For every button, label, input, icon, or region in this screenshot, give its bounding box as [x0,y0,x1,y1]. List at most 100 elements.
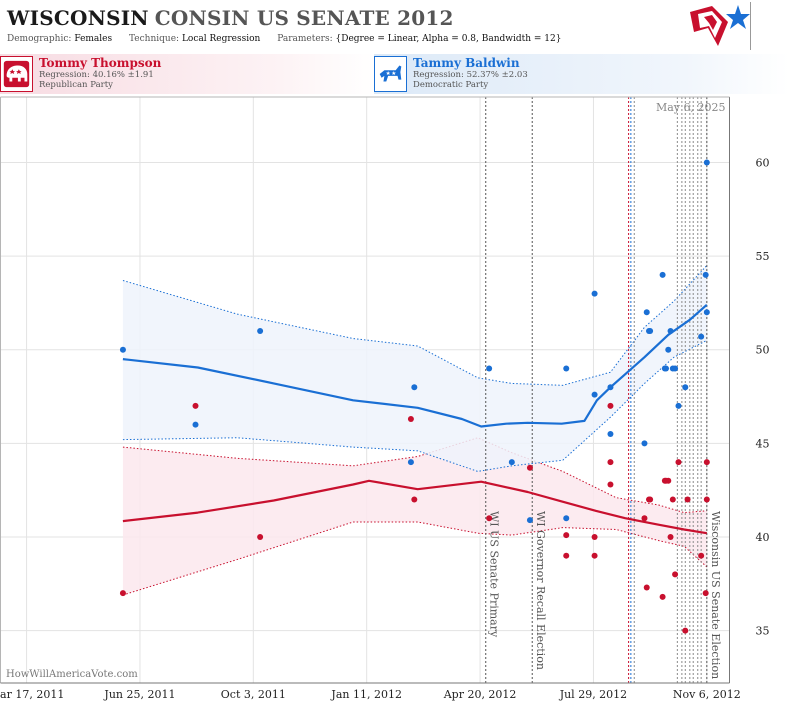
republican-regression: Regression: 40.16% ±1.91 [39,70,154,80]
poll-point [591,391,598,398]
poll-point [257,533,264,540]
x-tick-label: Jun 25, 2011 [103,688,175,701]
democrat-candidate-name: Tammy Baldwin [413,56,520,70]
poll-point [682,627,689,634]
y-tick-label: 60 [756,157,770,170]
regression-chart: WI US Senate Primary WI Governor Recall E… [0,96,770,701]
date-stamp: May 6, 2025 [656,101,726,114]
poll-point [703,309,710,316]
democrat-regression: Regression: 52.37% ±2.03 [413,70,528,80]
poll-point [407,459,414,466]
poll-point [659,271,666,278]
chart-parameters: Demographic: Females Technique: Local Re… [7,34,575,44]
poll-point [669,496,676,503]
poll-point [411,496,418,503]
poll-point [667,328,674,335]
y-tick-label: 50 [756,344,770,357]
poll-point [607,402,614,409]
poll-point [647,496,654,503]
poll-point [508,459,515,466]
poll-point [659,593,666,600]
poll-point [192,421,199,428]
poll-point [563,532,570,539]
poll-point [702,271,709,278]
poll-point [647,328,654,335]
poll-point [675,459,682,466]
poll-point [591,533,598,540]
donkey-icon [374,56,407,92]
poll-point [591,290,598,297]
chart-header: WISCONSIN CONSIN US SENATE 2012 Demograph… [0,0,789,52]
poll-point [526,517,533,524]
republican-candidate-panel: Tommy Thompson Regression: 40.16% ±1.91 … [0,54,374,94]
x-tick-label: Apr 20, 2012 [443,688,517,701]
poll-point [682,384,689,391]
poll-point [591,552,598,559]
event-label: WI US Senate Primary [488,511,501,638]
header-divider [750,2,751,50]
upper-bound-line [122,265,708,386]
y-tick-label: 55 [756,250,770,263]
poll-point [675,402,682,409]
poll-point [643,584,650,591]
x-tick-label: Mar 17, 2011 [0,688,64,701]
poll-point [607,384,614,391]
star-flag-logo-icon[interactable] [688,2,750,48]
y-tick-label: 45 [756,437,770,450]
poll-point [667,533,674,540]
poll-point [641,515,648,522]
title-state: WISCONSIN [7,6,149,30]
parameters-label: Parameters: [277,34,333,44]
poll-point [703,459,710,466]
watermark: HowWillAmericaVote.com [6,669,138,680]
poll-point [486,515,493,522]
event-lines: WI US Senate Primary WI Governor Recall E… [485,97,722,683]
poll-point [702,590,709,597]
poll-point [703,496,710,503]
poll-point [257,328,264,335]
poll-point [698,333,705,340]
poll-point [607,481,614,488]
confidence-band-0 [122,437,707,596]
y-tick-label: 35 [756,625,770,638]
lower-bound-line [122,339,708,472]
y-tick-label: 40 [756,531,770,544]
technique-value: Local Regression [181,34,261,44]
chart-labels: Mar 17, 2011 Jun 25, 2011 Oct 3, 2011 Jan 1… [0,101,770,701]
regression-lines [122,303,708,535]
poll-point [407,416,414,423]
poll-point [119,346,126,353]
x-tick-label: Nov 6, 2012 [673,688,741,701]
poll-point [607,459,614,466]
poll-point [486,365,493,372]
regression-line-0 [122,479,707,535]
republican-candidate-name: Tommy Thompson [39,56,162,70]
technique-label: Technique: [129,34,180,44]
poll-point [607,430,614,437]
poll-point [672,365,679,372]
poll-point [643,309,650,316]
parameters-value: {Degree = Linear, Alpha = 0.8, Bandwidth… [335,34,562,44]
poll-point [703,159,710,166]
demographic-value: Females [74,34,113,44]
x-tick-label: Oct 3, 2011 [221,688,286,701]
demographic-label: Demographic: [7,34,72,44]
regression-line-1 [122,303,708,428]
republican-party: Republican Party [39,80,113,90]
poll-point [665,346,672,353]
poll-point [411,384,418,391]
event-label: Wisconsin US Senate Election [709,511,722,679]
poll-point [192,402,199,409]
poll-point [684,496,691,503]
poll-point [698,552,705,559]
lower-bound-line [122,521,708,596]
poll-points [119,159,710,634]
poll-point [563,515,570,522]
poll-point [563,552,570,559]
poll-point [641,440,648,447]
x-tick-label: Jan 11, 2012 [330,688,402,701]
event-label: WI Governor Recall Election [534,511,547,670]
elephant-icon [0,56,33,92]
democrat-candidate-panel: Tammy Baldwin Regression: 52.37% ±2.03 D… [374,54,789,94]
poll-point [665,477,672,484]
